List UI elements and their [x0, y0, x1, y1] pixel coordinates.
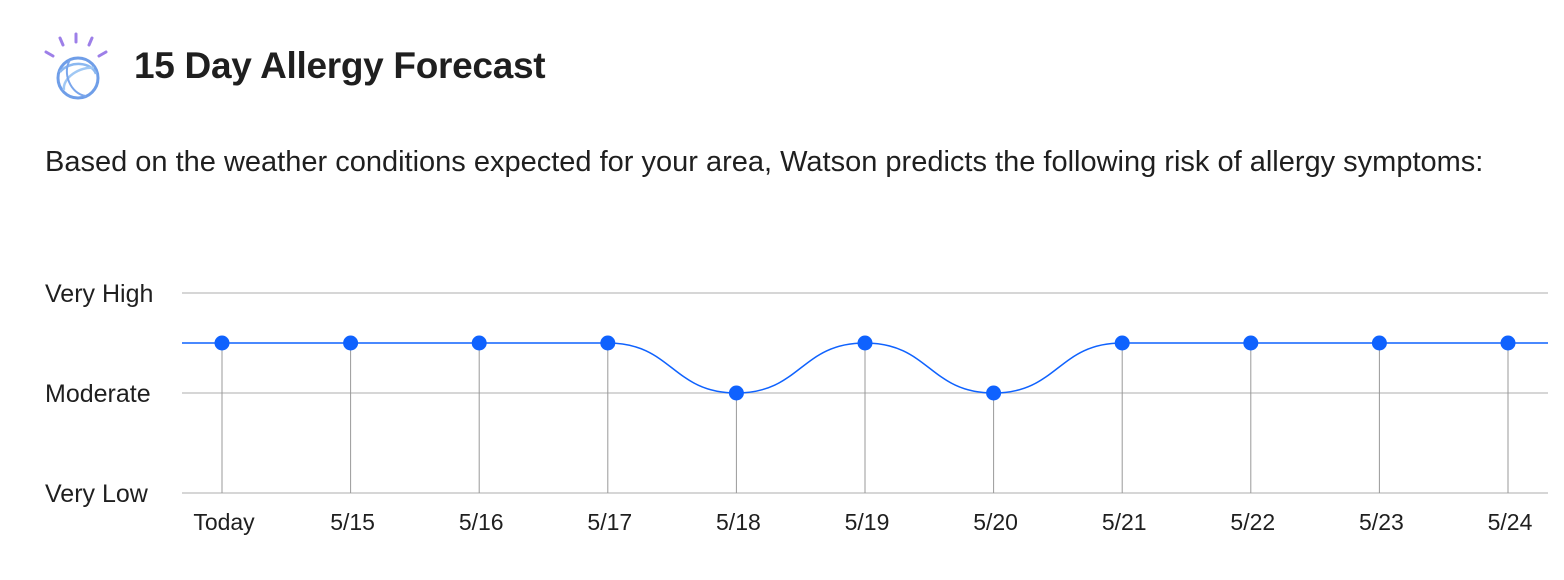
data-point	[986, 385, 1002, 401]
x-tick-label: 5/21	[1102, 509, 1147, 535]
data-point	[857, 335, 873, 351]
x-tick-label: 5/20	[973, 509, 1018, 535]
data-point	[343, 335, 359, 351]
x-tick-label: 5/17	[587, 509, 632, 535]
x-tick-label: 5/22	[1230, 509, 1275, 535]
y-tick-label: Very High	[45, 280, 153, 308]
x-tick-label: 5/16	[459, 509, 504, 535]
x-tick-label: 5/24	[1488, 509, 1533, 535]
data-point	[471, 335, 487, 351]
x-tick-label: 5/19	[845, 509, 890, 535]
x-tick-label: 5/18	[716, 509, 761, 535]
forecast-description: Based on the weather conditions expected…	[45, 146, 1484, 178]
data-point	[1500, 335, 1516, 351]
header: 15 Day Allergy Forecast	[40, 26, 546, 106]
watson-logo-icon	[44, 32, 108, 100]
x-tick-label: Today	[193, 509, 255, 535]
y-tick-label: Very Low	[45, 480, 149, 508]
x-tick-label: 5/15	[330, 509, 375, 535]
page-title: 15 Day Allergy Forecast	[134, 45, 546, 86]
y-tick-label: Moderate	[45, 380, 151, 408]
data-point	[1243, 335, 1259, 351]
data-point	[1371, 335, 1387, 351]
x-tick-label: 5/23	[1359, 509, 1404, 535]
data-point	[1114, 335, 1130, 351]
data-point	[214, 335, 230, 351]
data-point	[728, 385, 744, 401]
data-point	[600, 335, 616, 351]
